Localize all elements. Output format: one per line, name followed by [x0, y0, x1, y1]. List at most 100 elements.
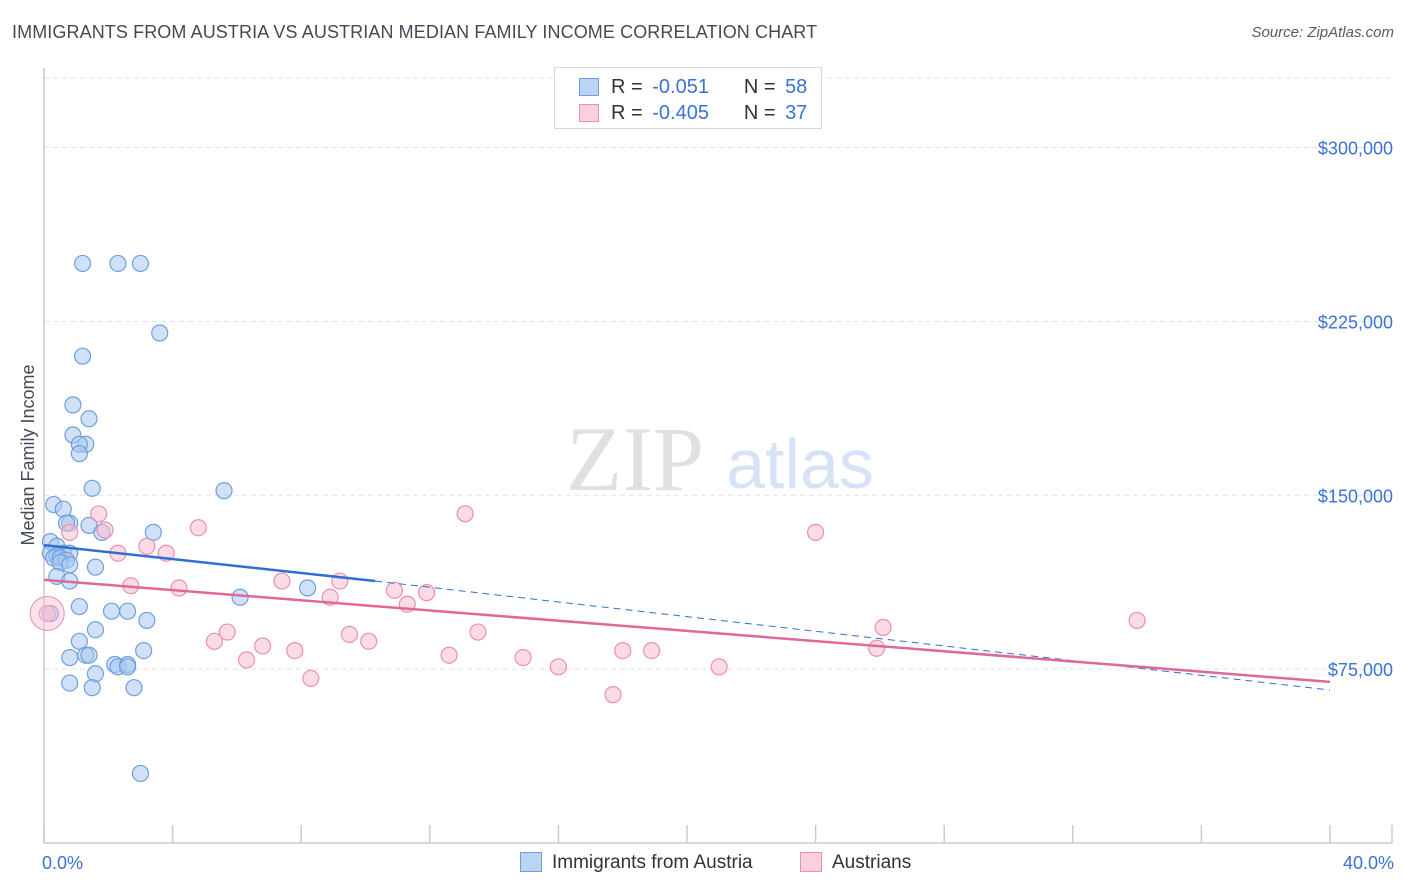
trend-line-immigrants-extended	[375, 580, 1331, 691]
trend-line-immigrants	[43, 543, 376, 583]
trend-lines	[43, 543, 1331, 691]
data-point	[189, 519, 207, 537]
data-point	[456, 505, 474, 523]
y-axis-label: Median Family Income	[18, 364, 38, 545]
data-point	[440, 646, 458, 664]
x-tick-label-max: 40.0%	[1342, 853, 1394, 873]
data-point	[138, 537, 156, 555]
data-point	[38, 604, 56, 623]
legend-row-immigrants: R = -0.051 N = 58	[579, 76, 807, 100]
data-point	[64, 396, 82, 414]
legend-item-austrians: Austrians	[800, 852, 911, 874]
data-point	[138, 611, 156, 630]
data-point	[643, 641, 661, 660]
data-point	[710, 658, 728, 676]
data-point	[874, 618, 892, 637]
data-point	[109, 254, 127, 273]
watermark-zip: ZIP	[566, 408, 704, 510]
data-point	[135, 641, 153, 660]
data-point	[70, 444, 88, 463]
data-point	[118, 658, 137, 676]
data-point	[273, 572, 291, 590]
legend-n-value: 37	[785, 102, 808, 124]
data-point	[385, 581, 404, 599]
data-point	[90, 505, 108, 523]
data-point	[61, 556, 79, 574]
data-point	[237, 651, 256, 669]
data-point	[144, 523, 162, 541]
data-point	[231, 588, 249, 606]
data-point	[83, 679, 101, 697]
data-point	[170, 579, 188, 597]
data-point	[61, 523, 79, 541]
data-point	[469, 623, 487, 641]
legend-series-label: Immigrants from Austria	[552, 852, 753, 873]
grid-layer	[44, 77, 1392, 670]
x-tick-label-min: 0.0%	[42, 853, 84, 873]
data-point	[83, 479, 101, 497]
series-immigrants-points	[41, 254, 317, 783]
legend-r-value: -0.051	[652, 76, 709, 98]
legend-r-label: R =	[611, 102, 643, 124]
data-point	[806, 523, 825, 541]
y-tick-label: $75,000	[1328, 660, 1393, 680]
legend-item-immigrants: Immigrants from Austria	[520, 852, 753, 874]
data-point	[340, 625, 359, 643]
data-point	[80, 646, 98, 664]
data-point	[205, 632, 223, 650]
legend-n-label: N =	[743, 76, 776, 98]
data-point	[70, 632, 88, 650]
data-point	[514, 648, 532, 667]
data-point	[151, 324, 169, 342]
data-point	[70, 597, 88, 616]
y-tick-label: $225,000	[1318, 312, 1393, 332]
data-point	[131, 254, 150, 273]
series-austrians-points	[29, 505, 1146, 704]
data-point	[80, 410, 98, 428]
correlation-legend: R = -0.051 N = 58 R = -0.405 N = 37	[554, 67, 822, 129]
data-point	[868, 639, 886, 657]
data-point	[61, 674, 79, 692]
y-tick-label: $300,000	[1318, 139, 1393, 159]
chart-title: IMMIGRANTS FROM AUSTRIA VS AUSTRIAN MEDI…	[12, 22, 818, 42]
data-point	[86, 621, 105, 639]
data-point	[417, 584, 436, 602]
data-point	[215, 482, 233, 500]
data-point	[549, 658, 568, 676]
legend-series-label: Austrians	[832, 852, 912, 873]
data-point	[73, 347, 92, 365]
data-point	[286, 641, 304, 660]
data-point	[86, 665, 105, 683]
legend-swatch-blue	[520, 852, 542, 872]
y-tick-label: $150,000	[1318, 486, 1393, 506]
legend-n-value: 58	[785, 76, 808, 98]
legend-r-label: R =	[611, 76, 643, 98]
data-point	[86, 558, 105, 576]
data-point	[360, 632, 378, 650]
watermark-atlas: atlas	[726, 425, 874, 503]
data-point	[299, 579, 317, 597]
trend-line-austrians	[43, 578, 1331, 684]
data-point	[302, 669, 320, 688]
data-point	[254, 637, 272, 655]
data-point	[604, 686, 622, 704]
source-label: Source: ZipAtlas.com	[1251, 24, 1394, 41]
legend-swatch-blue	[579, 78, 599, 96]
y-tick-labels: $75,000 $150,000 $225,000 $300,000	[1318, 139, 1393, 681]
data-point-large	[29, 596, 65, 631]
legend-r-value: -0.405	[652, 102, 709, 124]
data-point	[131, 764, 150, 783]
data-point	[118, 602, 137, 620]
legend-swatch-pink	[800, 852, 822, 872]
data-point	[102, 602, 121, 620]
data-point	[1128, 611, 1146, 630]
axes-layer	[43, 68, 1393, 844]
data-point	[61, 648, 79, 667]
series-legend: Immigrants from Austria Austrians	[0, 852, 1406, 878]
data-point	[125, 679, 143, 697]
data-point	[614, 641, 632, 660]
data-point	[96, 521, 114, 539]
data-point	[218, 623, 236, 641]
watermark: ZIP atlas	[566, 408, 874, 510]
